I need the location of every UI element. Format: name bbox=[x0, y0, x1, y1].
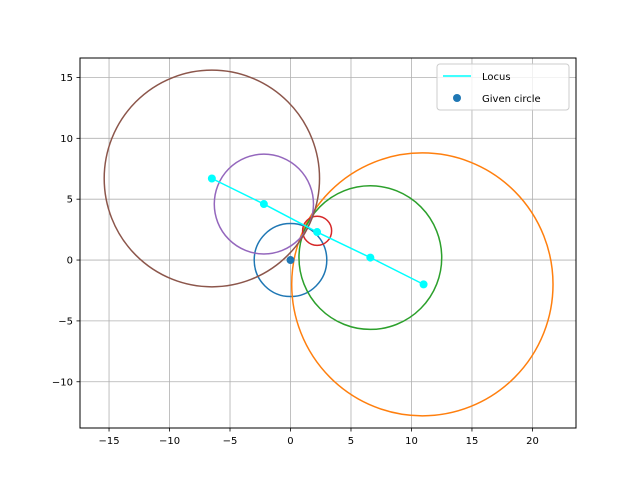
plot-frame bbox=[79, 57, 577, 429]
legend-given-circle-marker bbox=[453, 94, 461, 102]
y-tick-label: 15 bbox=[60, 73, 73, 84]
locus-point bbox=[259, 200, 268, 209]
y-tick-label: −5 bbox=[58, 316, 73, 327]
tangent-circle bbox=[213, 153, 315, 255]
tangent-circle bbox=[253, 222, 328, 298]
locus-point bbox=[313, 228, 322, 237]
locus-series bbox=[207, 174, 428, 289]
given-circle-series bbox=[286, 256, 295, 265]
locus-point bbox=[366, 253, 375, 262]
y-axis: −10 −5 0 5 10 15 bbox=[52, 73, 80, 388]
locus-point bbox=[419, 280, 428, 289]
y-tick-label: 5 bbox=[67, 195, 73, 206]
plot-area bbox=[80, 58, 576, 428]
x-tick-label: −15 bbox=[98, 436, 119, 447]
tangent-circle bbox=[298, 185, 443, 331]
circles bbox=[103, 69, 554, 417]
x-tick-label: 5 bbox=[348, 436, 354, 447]
y-tick-label: 10 bbox=[60, 134, 73, 145]
x-tick-label: 0 bbox=[287, 436, 293, 447]
tangent-circle bbox=[290, 152, 554, 417]
y-tick-label: −10 bbox=[52, 377, 73, 388]
given-circle-center bbox=[286, 256, 295, 265]
x-axis: −15 −10 −5 0 5 10 15 20 bbox=[98, 428, 539, 447]
x-tick-label: −10 bbox=[159, 436, 180, 447]
legend: Locus Given circle bbox=[436, 63, 570, 111]
grid bbox=[80, 58, 576, 428]
y-tick-label: 0 bbox=[67, 256, 73, 267]
locus-point bbox=[207, 174, 216, 183]
tangent-circle bbox=[103, 69, 321, 288]
x-tick-label: 10 bbox=[405, 436, 418, 447]
x-tick-label: −5 bbox=[223, 436, 238, 447]
legend-locus-label: Locus bbox=[482, 72, 511, 83]
x-tick-label: 15 bbox=[466, 436, 479, 447]
legend-given-circle-label: Given circle bbox=[482, 94, 541, 105]
x-tick-label: 20 bbox=[526, 436, 539, 447]
tangent-circle bbox=[301, 215, 333, 247]
